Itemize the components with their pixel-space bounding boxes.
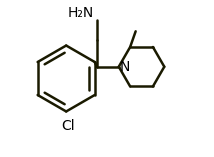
Text: N: N: [120, 60, 130, 74]
Text: H₂N: H₂N: [67, 6, 94, 20]
Text: Cl: Cl: [61, 119, 74, 133]
